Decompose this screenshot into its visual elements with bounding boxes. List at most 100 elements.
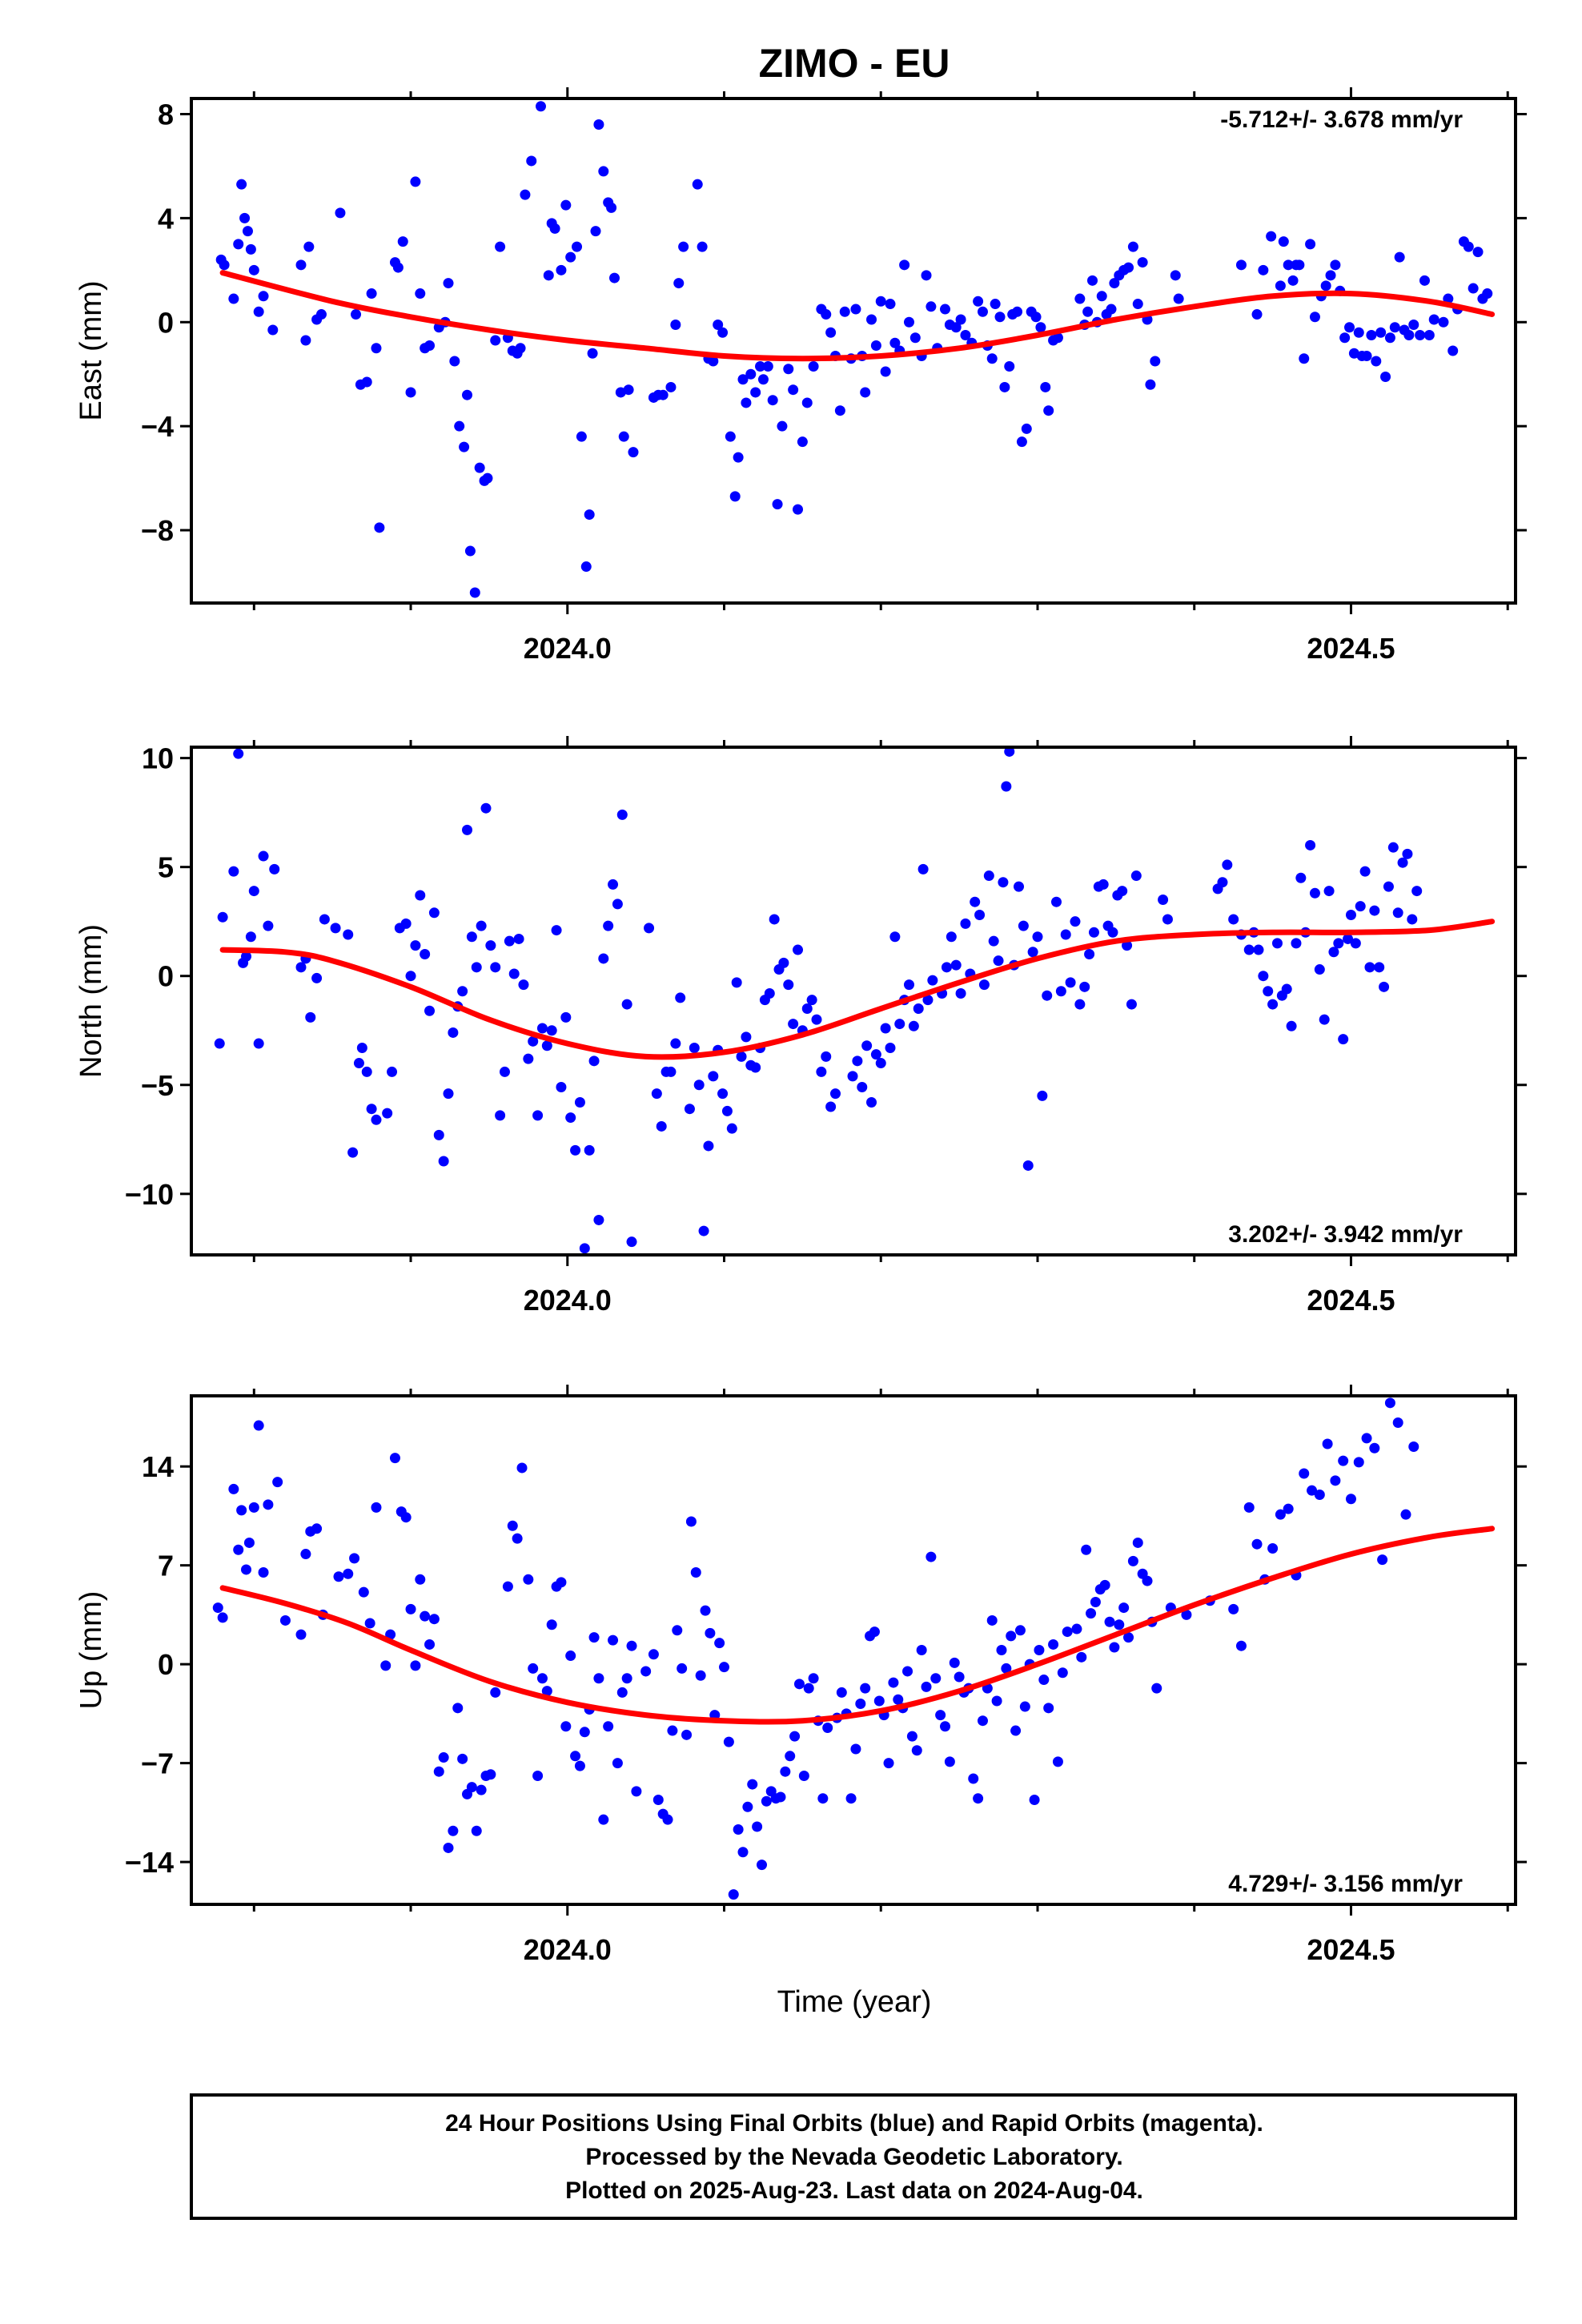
north-data-point [1162, 914, 1173, 925]
east-data-point [1380, 371, 1391, 382]
east-data-point [490, 335, 501, 346]
up-data-point [996, 1645, 1007, 1655]
north-data-point [946, 931, 957, 943]
east-data-point [1096, 291, 1107, 302]
east-data-point [926, 301, 937, 312]
east-data-point [1428, 314, 1439, 325]
east-data-point [469, 587, 480, 598]
east-data-point [713, 320, 724, 331]
north-data-point [1088, 927, 1099, 938]
up-data-point [793, 1679, 805, 1690]
up-data-point [695, 1670, 706, 1681]
east-data-point [697, 241, 708, 252]
north-data-point [1027, 947, 1038, 958]
up-rate-label: 4.729+/- 3.156 mm/yr [1228, 1871, 1463, 1897]
north-data-point [485, 940, 496, 951]
east-data-point [1320, 280, 1331, 292]
north-data-point [889, 931, 901, 943]
up-data-point [780, 1766, 791, 1777]
up-data-point [747, 1779, 758, 1790]
east-data-point [834, 405, 845, 416]
east-data-point [1235, 259, 1247, 271]
up-data-point [502, 1581, 513, 1592]
up-data-point [272, 1477, 283, 1488]
north-data-point [941, 962, 952, 973]
up-ytick-label: 7 [158, 1550, 174, 1582]
up-data-point [1408, 1441, 1419, 1452]
up-data-point [626, 1640, 637, 1651]
up-data-point [1400, 1509, 1411, 1520]
north-data-point [1060, 929, 1071, 940]
east-data-point [424, 340, 436, 352]
up-data-point [1019, 1701, 1030, 1712]
up-data-point [845, 1793, 857, 1804]
up-data-point [1314, 1489, 1325, 1500]
north-data-point [708, 1071, 719, 1082]
north-data-point [1383, 881, 1394, 892]
north-data-point [1070, 916, 1081, 927]
up-data-point [452, 1703, 464, 1714]
up-data-point [217, 1612, 228, 1623]
up-data-point [438, 1752, 449, 1763]
east-data-point [300, 335, 311, 346]
east-data-point [1004, 360, 1015, 372]
up-points [212, 1397, 1419, 1900]
up-data-point [977, 1715, 988, 1727]
north-data-point [1084, 948, 1095, 959]
up-data-point [1071, 1623, 1082, 1634]
north-data-point [241, 951, 252, 962]
east-data-point [572, 241, 583, 252]
east-fit-curve [219, 270, 1496, 362]
east-data-point [750, 387, 761, 398]
up-data-point [541, 1686, 552, 1697]
up-data-point [532, 1770, 544, 1781]
north-data-point [736, 1051, 747, 1062]
north-data-point [811, 1014, 822, 1025]
east-data-point [783, 364, 794, 375]
up-data-point [631, 1786, 642, 1797]
up-data-point [973, 1793, 984, 1804]
up-data-point [756, 1860, 767, 1871]
east-data-point [248, 264, 259, 275]
east-data-point [973, 296, 984, 307]
east-data-point [258, 291, 269, 302]
north-data-point [565, 1112, 576, 1124]
north-data-point [866, 1097, 877, 1108]
east-y-axis-label: East (mm) [74, 280, 108, 420]
north-data-point [1158, 894, 1169, 905]
up-data-point [911, 1745, 922, 1756]
up-data-point [798, 1770, 809, 1781]
up-data-point [598, 1814, 609, 1825]
east-data-point [875, 296, 886, 307]
footer-line-1: 24 Hour Positions Using Final Orbits (bl… [445, 2110, 1263, 2137]
north-data-point [825, 1101, 837, 1112]
north-data-point [665, 1066, 677, 1077]
east-data-point [1082, 306, 1094, 317]
up-data-point [258, 1566, 269, 1578]
north-data-point [353, 1058, 364, 1069]
up-data-point [700, 1605, 711, 1616]
east-data-point [1415, 330, 1426, 341]
up-data-point [728, 1889, 739, 1900]
east-data-point [821, 309, 832, 320]
east-data-point [1447, 345, 1459, 356]
north-data-point [960, 918, 971, 929]
east-data-point [657, 389, 669, 400]
north-data-point [1323, 886, 1335, 897]
up-data-point [424, 1638, 436, 1650]
east-data-point [903, 316, 914, 328]
up-data-point [295, 1629, 307, 1640]
north-data-point [978, 979, 990, 991]
north-data-point [490, 962, 501, 973]
up-data-point [1369, 1442, 1380, 1454]
east-data-point [410, 176, 421, 187]
north-data-point [1065, 977, 1076, 988]
north-data-point [870, 1049, 881, 1060]
north-data-point [829, 1088, 841, 1100]
north-data-point [1074, 999, 1086, 1010]
north-ytick-label: 0 [158, 960, 174, 993]
east-data-point [899, 259, 910, 271]
up-data-point [1392, 1417, 1403, 1429]
east-data-point [515, 343, 526, 354]
north-data-point [387, 1066, 398, 1077]
